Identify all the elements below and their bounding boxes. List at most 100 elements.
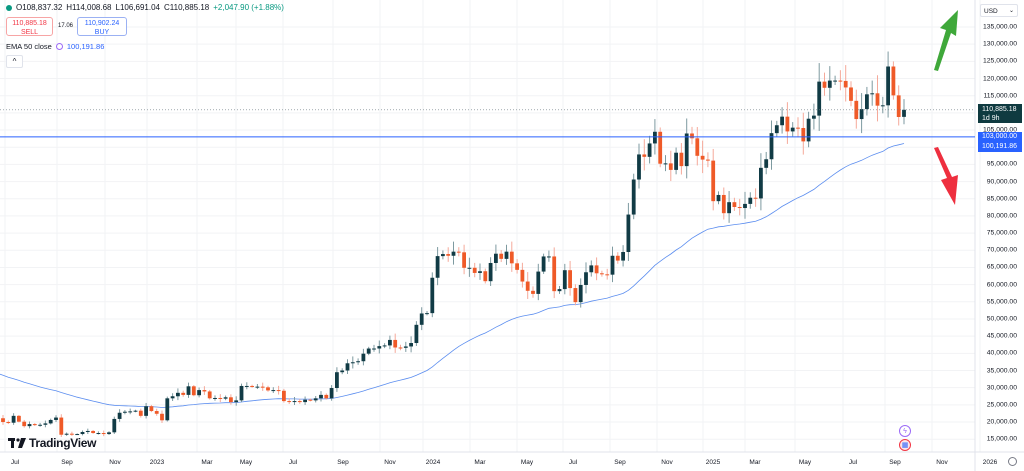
candle-body	[54, 417, 58, 420]
time-axis-label: Jul	[10, 459, 20, 466]
time-axis-label: Jul	[288, 459, 298, 466]
candle-body	[255, 386, 260, 388]
price-axis-label: 25,000.00	[986, 401, 1017, 409]
buy-label: BUY	[94, 29, 110, 36]
time-axis-label: Jul	[848, 459, 858, 466]
candle-body	[568, 270, 572, 289]
candle-body	[1, 418, 5, 423]
candle-body	[769, 133, 774, 160]
candle-body	[626, 214, 631, 252]
time-axis-label: May	[798, 459, 812, 466]
time-axis-label: May	[239, 459, 253, 466]
candle-body	[541, 256, 546, 272]
candle-body	[880, 105, 885, 107]
candle-body	[573, 288, 578, 303]
currency-label: USD	[984, 8, 998, 15]
candle-body	[653, 131, 657, 144]
candle-body	[690, 133, 694, 139]
currency-select[interactable]: USD ⌄	[980, 4, 1018, 17]
candle-body	[138, 410, 143, 416]
time-axis-label: 2023	[149, 459, 165, 466]
candle-body	[536, 271, 541, 294]
candle-body	[207, 391, 212, 399]
candle-body	[886, 66, 890, 106]
candle-body	[562, 270, 567, 290]
event-lightning-icon[interactable]: ϟ	[899, 425, 911, 437]
candle-body	[700, 155, 705, 160]
candle-body	[748, 197, 753, 204]
candle-body	[488, 262, 493, 282]
candle-body	[32, 424, 37, 426]
candle-body	[197, 390, 201, 396]
candle-body	[515, 263, 519, 270]
price-axis-label: 115,000.00	[983, 92, 1017, 100]
candle-body	[446, 254, 451, 256]
candle-body	[43, 423, 48, 425]
candle-body	[107, 432, 111, 435]
candle-body	[85, 430, 90, 432]
candle-body	[393, 339, 398, 348]
spread-value: 17.06	[58, 23, 74, 29]
candle-body	[594, 265, 599, 274]
candle-body	[128, 411, 133, 413]
candle-body	[589, 265, 594, 273]
candle-body	[801, 127, 806, 142]
candle-body	[817, 81, 822, 116]
ema-legend[interactable]: EMA 50 close 100,191.86	[6, 42, 104, 51]
price-axis-label: 30,000.00	[986, 384, 1017, 392]
buy-button[interactable]: 110,902.24 BUY	[77, 17, 127, 36]
price-axis-label: 45,000.00	[986, 332, 1017, 340]
candle-body	[149, 406, 154, 412]
collapse-legend-button[interactable]: ^	[6, 55, 23, 68]
candle-body	[865, 94, 869, 110]
tradingview-logo[interactable]: TradingView	[8, 436, 96, 450]
candle-body	[223, 397, 228, 399]
candle-body	[287, 401, 292, 403]
candle-body	[250, 385, 254, 387]
settings-icon[interactable]	[1008, 457, 1017, 466]
candle-body	[11, 415, 16, 423]
time-axis-label: 2025	[705, 459, 721, 466]
candle-body	[292, 401, 297, 403]
time-axis-label: 2024	[425, 459, 441, 466]
candle-body	[70, 433, 74, 435]
candle-body	[123, 411, 127, 413]
candle-body	[743, 203, 747, 209]
candle-body	[441, 254, 445, 257]
candle-body	[329, 388, 334, 399]
candle-body	[796, 127, 800, 129]
candle-body	[790, 127, 795, 132]
candle-body	[276, 390, 281, 392]
level-price-label: 103,000.00	[982, 133, 1018, 140]
ema-value: 100,191.86	[66, 42, 105, 51]
candle-body	[896, 95, 901, 117]
candle-body	[822, 81, 827, 88]
brand-name: TradingView	[29, 436, 97, 450]
candle-body	[133, 410, 138, 412]
candle-body	[642, 154, 647, 157]
time-axis-label: Nov	[661, 459, 673, 466]
candle-body	[165, 398, 170, 421]
level-price-tag: 103,000.00	[978, 132, 1022, 142]
candle-body	[547, 256, 551, 258]
ohlc-legend: O108,837.32 H114,008.68 L106,691.04 C110…	[6, 3, 284, 12]
candle-body	[843, 80, 848, 88]
price-axis-label: 40,000.00	[986, 349, 1017, 357]
time-axis-label: Sep	[337, 459, 349, 466]
candle-body	[324, 394, 329, 399]
sell-button[interactable]: 110,885.18 SELL	[6, 17, 53, 36]
price-axis-label: 95,000.00	[986, 160, 1017, 168]
candle-body	[467, 267, 472, 269]
us-flag-event-icon[interactable]: ▦	[899, 439, 911, 451]
candle-body	[144, 406, 148, 416]
candle-body	[297, 401, 302, 403]
time-axis-label: Sep	[614, 459, 626, 466]
price-axis-label: 80,000.00	[986, 212, 1017, 220]
candle-body	[425, 313, 429, 315]
time-axis-label: May	[520, 459, 534, 466]
candle-body	[398, 347, 403, 349]
close-value: C110,885.18	[164, 3, 210, 12]
sell-label: SELL	[20, 29, 39, 36]
time-axis-label: Jul	[568, 459, 578, 466]
